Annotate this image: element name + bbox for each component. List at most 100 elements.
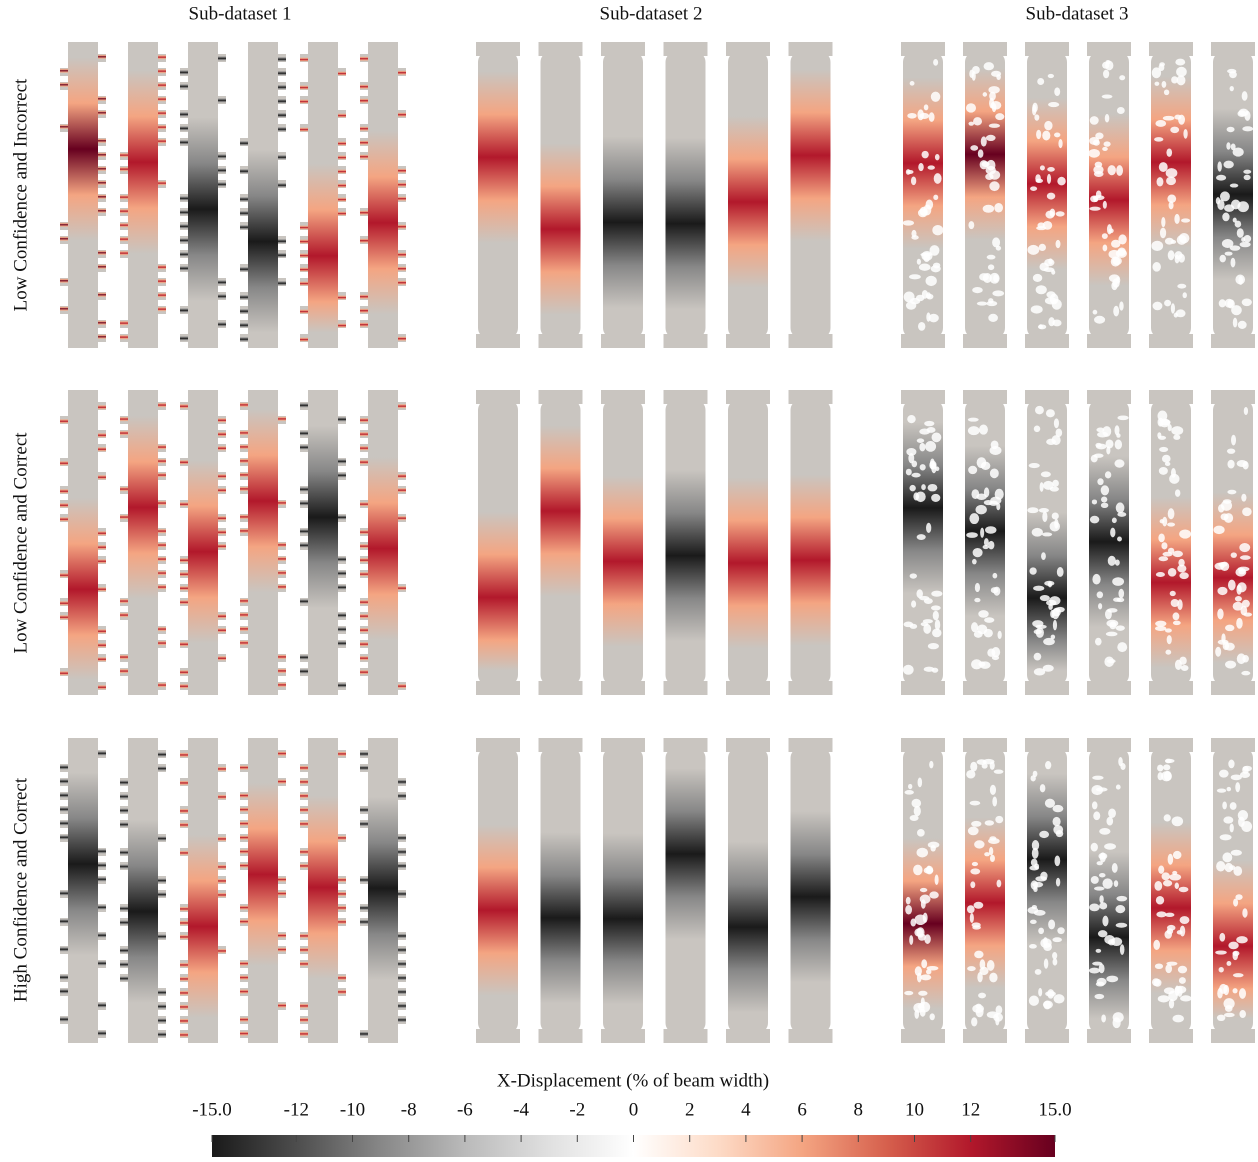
beam-notch [360, 668, 368, 676]
beam-notch [60, 1016, 68, 1024]
beam-hole [986, 959, 995, 971]
beam-notch [240, 208, 248, 216]
beam-hole [1055, 428, 1063, 438]
beam-notch [360, 654, 368, 662]
beam-notch [240, 514, 248, 522]
beam-notch [218, 626, 226, 634]
beam-hole [921, 959, 928, 969]
beam-hole [1175, 309, 1186, 318]
beam-hole [917, 829, 925, 837]
beam [180, 390, 226, 695]
beam [963, 390, 1007, 695]
beam-hole [970, 868, 981, 875]
beam-hole [1055, 239, 1061, 249]
beam-hole [1089, 515, 1100, 524]
beam-hole [966, 905, 975, 914]
beam-hole [967, 966, 976, 972]
beam-hole [972, 558, 977, 565]
beam-notch [398, 250, 406, 258]
beam-notch [338, 988, 346, 996]
beam-hole [1232, 601, 1244, 611]
beam-hole [1115, 625, 1125, 631]
beam-hole [1237, 110, 1247, 118]
beam-notch [338, 152, 346, 160]
beam-notch [158, 264, 166, 272]
beam-notch [98, 556, 106, 564]
beam-body [1027, 748, 1067, 1033]
beam-hole [1088, 967, 1101, 974]
beam-notch [398, 946, 406, 954]
beam-notch [218, 166, 226, 174]
beam-notch [398, 1016, 406, 1024]
beam-notch [240, 166, 248, 174]
beam [538, 738, 583, 1043]
beam-notch [98, 208, 106, 216]
beam [476, 390, 520, 695]
beam [240, 738, 286, 1043]
beam [60, 42, 106, 348]
beam-notch [278, 416, 286, 424]
beam-hole [988, 838, 1000, 844]
beam-body [368, 42, 398, 348]
beam-notch [98, 960, 106, 968]
beam-hole [931, 493, 941, 503]
beam-hole [1090, 842, 1098, 852]
beam-hole [971, 489, 980, 500]
beam-hole [1174, 882, 1180, 889]
beam-notch [180, 194, 188, 202]
beam-notch [240, 444, 248, 452]
beam [1025, 738, 1069, 1043]
beam-notch [60, 416, 68, 424]
beam-hole [1116, 106, 1125, 115]
beam-notch [398, 166, 406, 174]
beam-notch [60, 834, 68, 842]
beam-notch [300, 792, 308, 800]
beam-notch [158, 402, 166, 410]
beam-hole [1029, 865, 1040, 871]
beam-hole [1114, 425, 1120, 436]
beam-hole [926, 522, 932, 534]
beam-notch [278, 500, 286, 508]
beam-notch [98, 682, 106, 690]
beam-notch [300, 264, 308, 272]
beam-hole [1157, 764, 1164, 772]
beam-notch [158, 500, 166, 508]
beam-hole [1093, 165, 1104, 175]
beam-notch [218, 416, 226, 424]
beam-hole [1172, 550, 1183, 558]
beam-hole [1029, 567, 1037, 575]
beam-hole [1215, 646, 1222, 657]
beam-hole [1102, 878, 1113, 889]
beam-hole [1176, 930, 1183, 935]
beam-hole [970, 761, 978, 772]
beam-hole [1049, 486, 1059, 492]
beam-hole [918, 322, 926, 331]
beam-hole [1156, 177, 1164, 187]
beam-hole [1167, 568, 1177, 577]
beam-notch [60, 486, 68, 494]
beam-hole [1229, 183, 1239, 188]
beam-hole [1178, 558, 1185, 567]
beam [1149, 738, 1193, 1043]
beam-notch [278, 556, 286, 564]
beam-notch [120, 320, 128, 328]
beam-notch [120, 486, 128, 494]
beam-hole [989, 854, 995, 863]
beam-hole [933, 173, 942, 184]
beam-hole [1158, 63, 1165, 72]
beam-hole [1223, 513, 1234, 523]
beam-notch [360, 570, 368, 578]
beam-hole [1093, 453, 1104, 458]
beam-hole [1159, 446, 1169, 453]
beam-hole [926, 292, 931, 299]
beam-notch [158, 682, 166, 690]
beam-notch [60, 82, 68, 90]
beam-hole [919, 595, 930, 601]
beam-notch [98, 1030, 106, 1038]
beam-hole [914, 928, 924, 937]
beam-hole [968, 465, 978, 475]
beam-hole [1164, 628, 1172, 633]
beam-hole [1240, 605, 1248, 616]
beam-hole [989, 445, 1002, 456]
beam-hole [1176, 66, 1187, 77]
